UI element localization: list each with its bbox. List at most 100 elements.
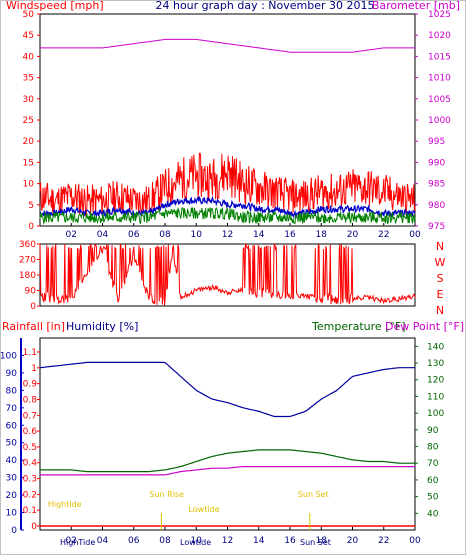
rain-tick-label: 0.3 xyxy=(23,475,37,485)
humidity-tick-label: 70 xyxy=(6,404,18,414)
rain-tick-label: 0 xyxy=(31,522,37,532)
x-tick-label: 16 xyxy=(284,230,296,240)
humidity-tick-label: 60 xyxy=(6,421,18,431)
plot-panels: 0510152025303540455097598098599099510001… xyxy=(0,10,451,547)
bottom-event-label: HighTide xyxy=(60,538,95,547)
humidity-tick-label: 10 xyxy=(6,509,18,519)
wind-direction-line xyxy=(39,242,416,306)
humidity-tick-label: 50 xyxy=(6,439,18,449)
rain-tick-label: 0.8 xyxy=(23,395,38,405)
compass-label: W xyxy=(435,256,446,269)
dir-tick-label: 90 xyxy=(25,287,37,297)
bottom-event-label: Lowtide xyxy=(180,538,211,547)
x-tick-label: 08 xyxy=(159,536,171,546)
rain-tick-label: 0.7 xyxy=(23,411,37,421)
event-label: Lowtide xyxy=(188,505,219,514)
wind-tick-label: 25 xyxy=(23,116,34,126)
dir-tick-label: 360 xyxy=(19,240,36,250)
wind-tick-label: 45 xyxy=(23,31,34,41)
x-tick-label: 06 xyxy=(128,536,140,546)
dir-tick-label: 270 xyxy=(19,256,36,266)
x-tick-label: 02 xyxy=(66,230,77,240)
temp-tick-label: 130 xyxy=(427,359,444,369)
x-tick-label: 02 xyxy=(66,536,77,546)
x-tick-label: 14 xyxy=(253,536,265,546)
x-tick-label: 10 xyxy=(191,536,203,546)
temp-tick-label: 140 xyxy=(427,342,444,352)
graph-title: 24 hour graph day : November 30 2015 xyxy=(155,0,374,12)
baro-tick-label: 1010 xyxy=(428,74,451,84)
x-tick-label: 04 xyxy=(97,536,109,546)
dewpoint-axis-label: Dew Point [°F] xyxy=(385,320,464,333)
temp-tick-label: 40 xyxy=(427,509,439,519)
rain-tick-label: 0.2 xyxy=(23,490,37,500)
barometer-axis-label: Barometer [mb] xyxy=(372,0,460,12)
humidity-axis-label: Humidity [%] xyxy=(66,320,138,333)
dewpoint-line xyxy=(40,466,415,476)
temp-tick-label: 70 xyxy=(427,459,439,469)
x-tick-label: 10 xyxy=(191,230,203,240)
baro-tick-label: 1000 xyxy=(428,116,451,126)
temp-tick-label: 90 xyxy=(427,426,439,436)
wind-tick-label: 10 xyxy=(23,180,35,190)
rainfall-axis-label: Rainfall [in] xyxy=(2,320,65,333)
humidity-tick-label: 90 xyxy=(6,369,18,379)
x-tick-label: 18 xyxy=(316,230,328,240)
rain-tick-label: 1.1 xyxy=(23,348,37,358)
humidity-tick-label: 40 xyxy=(6,456,18,466)
event-label: Sun Rise xyxy=(149,490,184,499)
baro-tick-label: 1025 xyxy=(428,10,451,20)
bottom-event-label: Sun Set xyxy=(300,538,331,547)
compass-label: N xyxy=(436,240,444,253)
event-label: Sun Set xyxy=(298,490,329,499)
x-tick-label: 20 xyxy=(347,230,359,240)
wind-tick-label: 35 xyxy=(23,74,34,84)
x-tick-label: 12 xyxy=(222,230,233,240)
barometer-line xyxy=(40,38,415,53)
baro-tick-label: 980 xyxy=(428,201,445,211)
temp-tick-label: 100 xyxy=(427,409,444,419)
x-tick-label: 18 xyxy=(316,536,328,546)
compass-label: N xyxy=(436,304,444,317)
temperature-line xyxy=(40,449,415,473)
baro-tick-label: 990 xyxy=(428,158,445,168)
rain-tick-label: 0.4 xyxy=(23,459,38,469)
temp-tick-label: 110 xyxy=(427,392,444,402)
wind-tick-label: 15 xyxy=(23,158,34,168)
x-tick-label: 00 xyxy=(409,230,421,240)
x-tick-label: 14 xyxy=(253,230,265,240)
compass-label: S xyxy=(437,272,444,285)
humidity-tick-label: 100 xyxy=(0,351,17,361)
wind-tick-label: 50 xyxy=(23,10,35,20)
x-tick-label: 20 xyxy=(347,536,359,546)
wind-tick-label: 40 xyxy=(23,52,35,62)
humidity-tick-label: 80 xyxy=(6,386,18,396)
baro-tick-label: 975 xyxy=(428,222,445,232)
wind-gust-line xyxy=(39,152,416,218)
x-tick-label: 08 xyxy=(159,230,171,240)
wind-tick-label: 0 xyxy=(28,222,34,232)
rain-tick-label: 0.6 xyxy=(23,427,38,437)
baro-tick-label: 1005 xyxy=(428,95,451,105)
dir-tick-label: 180 xyxy=(19,271,36,281)
baro-tick-label: 985 xyxy=(428,180,445,190)
windspeed-axis-label: Windspeed [mph] xyxy=(6,0,104,12)
x-tick-label: 00 xyxy=(409,536,421,546)
temp-tick-label: 60 xyxy=(427,476,439,486)
humidity-tick-label: 20 xyxy=(6,491,18,501)
rain-tick-label: 0.1 xyxy=(23,506,37,516)
humidity-tick-label: 30 xyxy=(6,474,18,484)
humidity-line xyxy=(39,361,415,418)
x-tick-label: 22 xyxy=(378,536,389,546)
wind-tick-label: 5 xyxy=(28,201,34,211)
temperature-axis-label: Temperature [°F] xyxy=(311,320,406,333)
baro-tick-label: 1020 xyxy=(428,31,451,41)
baro-tick-label: 1015 xyxy=(428,52,451,62)
humidity-tick-label: 0 xyxy=(11,526,17,536)
temp-tick-label: 80 xyxy=(427,443,439,453)
x-tick-label: 12 xyxy=(222,536,233,546)
x-tick-label: 22 xyxy=(378,230,389,240)
temp-tick-label: 120 xyxy=(427,376,444,386)
